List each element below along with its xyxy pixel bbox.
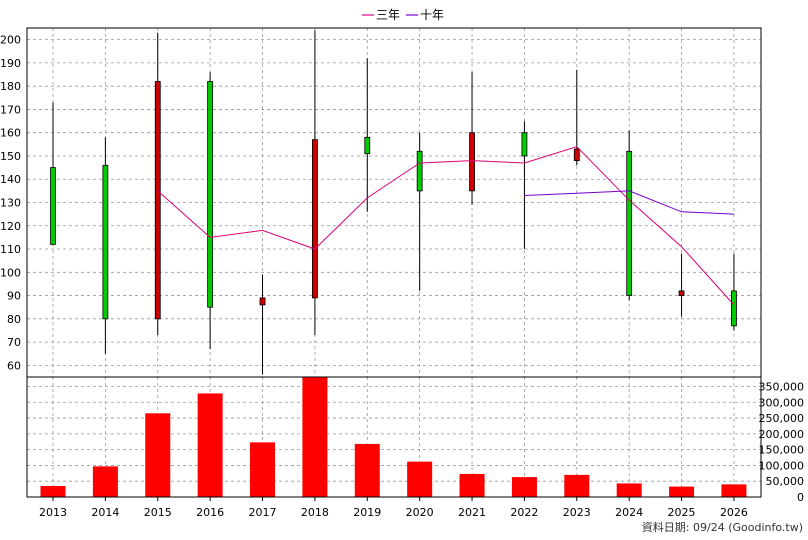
x-tick-label: 2025 — [668, 506, 696, 519]
volume-tick-label: 150,000 — [759, 444, 805, 457]
candle-body — [678, 290, 685, 296]
volume-tick-label: 200,000 — [759, 428, 805, 441]
x-axis-ticks: 2013 2014 2015 2016 2017 2018 2019 2020 2021 2022… — [39, 497, 748, 519]
volume-bar — [354, 443, 380, 497]
volume-tick-label: 0 — [797, 491, 804, 504]
candle-body — [731, 290, 737, 327]
volume-bar — [92, 466, 118, 497]
series-line — [157, 146, 735, 306]
candle-body — [521, 132, 528, 157]
candle-body — [416, 150, 423, 192]
volume-bar — [250, 442, 276, 497]
price-tick-label: 90 — [7, 290, 21, 303]
volume-tick-label: 250,000 — [759, 412, 805, 425]
candle-body — [207, 81, 214, 308]
x-tick-label: 2015 — [144, 506, 172, 519]
footer-source: 資料日期: 09/24 (Goodinfo.tw) — [642, 520, 803, 534]
price-tick-label: 180 — [0, 80, 21, 93]
x-tick-label: 2013 — [39, 506, 67, 519]
price-tick-label: 130 — [0, 197, 21, 210]
legend-label-10y: 十年 — [420, 8, 444, 22]
volume-grid — [27, 377, 761, 498]
candle-body — [50, 167, 56, 245]
price-tick-label: 170 — [0, 103, 21, 116]
series-line — [524, 190, 734, 215]
x-tick-label: 2020 — [406, 506, 434, 519]
price-tick-label: 190 — [0, 57, 21, 70]
x-tick-label: 2017 — [249, 506, 277, 519]
volume-bar — [511, 477, 537, 497]
candle-body — [573, 148, 580, 162]
price-axis-ticks: 60 70 80 90 100 110 120 130 140 150 160 170 180 190 20… — [0, 34, 21, 373]
volume-axis-ticks: 0 50,000 100,000 150,000 200,000 250,000 300,0… — [759, 380, 805, 504]
x-tick-label: 2016 — [196, 506, 224, 519]
x-tick-label: 2021 — [458, 506, 486, 519]
volume-bar — [669, 486, 695, 497]
price-tick-label: 120 — [0, 220, 21, 233]
candle-body — [154, 81, 161, 320]
price-tick-label: 60 — [7, 359, 21, 372]
candle-body — [469, 132, 475, 192]
volume-tick-label: 100,000 — [759, 459, 805, 472]
price-tick-label: 150 — [0, 150, 21, 163]
candle-body — [102, 164, 109, 320]
price-tick-label: 70 — [7, 336, 21, 349]
moving-average-lines — [157, 146, 735, 306]
candle-body — [626, 150, 633, 296]
volume-bar — [721, 484, 747, 497]
legend-label-3y: 三年 — [376, 8, 400, 22]
price-tick-label: 200 — [0, 34, 21, 47]
price-tick-label: 80 — [7, 313, 21, 326]
candle-body — [364, 136, 371, 155]
volume-bar — [197, 393, 223, 497]
volume-bar — [564, 474, 590, 497]
volume-plot-frame — [26, 376, 762, 498]
candle-body — [311, 139, 318, 299]
x-tick-label: 2024 — [615, 506, 643, 519]
volume-bar — [459, 473, 485, 497]
volume-bar — [145, 413, 171, 497]
price-tick-label: 160 — [0, 127, 21, 140]
x-tick-label: 2023 — [563, 506, 591, 519]
x-tick-label: 2018 — [301, 506, 329, 519]
x-tick-label: 2026 — [720, 506, 748, 519]
volume-tick-label: 300,000 — [759, 396, 805, 409]
price-grid — [27, 28, 761, 377]
candle-body — [259, 297, 266, 306]
x-tick-label: 2014 — [91, 506, 119, 519]
volume-bar — [616, 483, 642, 497]
price-tick-label: 140 — [0, 173, 21, 186]
volume-bar — [407, 461, 433, 497]
volume-tick-label: 50,000 — [766, 475, 805, 488]
candlesticks — [50, 30, 737, 375]
volume-bar — [40, 485, 66, 497]
legend: 三年 十年 — [362, 8, 444, 22]
volume-tick-label: 350,000 — [759, 380, 805, 393]
price-tick-label: 100 — [0, 266, 21, 279]
x-tick-label: 2022 — [510, 506, 538, 519]
price-tick-label: 110 — [0, 243, 21, 256]
volume-bar — [302, 377, 328, 497]
x-tick-label: 2019 — [353, 506, 381, 519]
volume-bars — [40, 377, 747, 497]
